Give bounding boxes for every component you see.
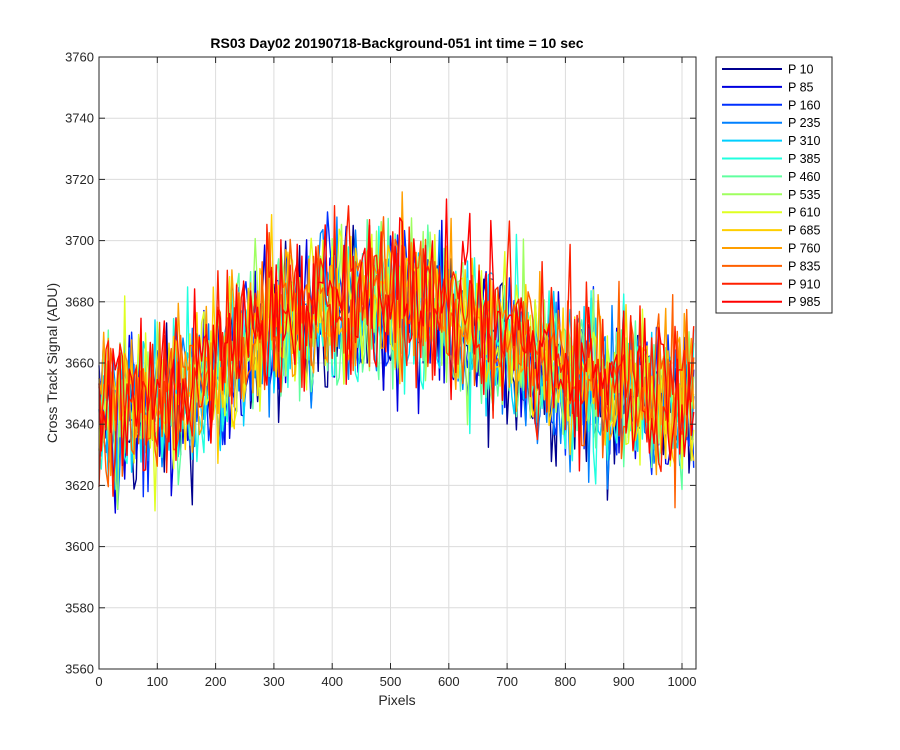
x-tick-label: 100 [146, 674, 168, 689]
y-tick-label: 3720 [65, 172, 94, 187]
y-tick-label: 3620 [65, 478, 94, 493]
x-tick-label: 900 [613, 674, 635, 689]
x-tick-label: 600 [438, 674, 460, 689]
x-tick-label: 500 [380, 674, 402, 689]
x-tick-label: 700 [496, 674, 518, 689]
legend-entry: P 610 [788, 206, 820, 220]
y-tick-label: 3580 [65, 600, 94, 615]
y-tick-label: 3600 [65, 539, 94, 554]
y-tick-label: 3660 [65, 356, 94, 371]
legend: P 10 P 85 P 160 P 235 P 310 P 385 P 460 P 535 P … [715, 56, 833, 314]
legend-entry: P 385 [788, 152, 820, 166]
legend-entry: P 685 [788, 224, 820, 238]
plot-area: 0 100 200 300 400 500 600 700 800 900 1000 3560 358… [65, 50, 697, 689]
legend-entry: P 835 [788, 259, 820, 273]
legend-entry: P 10 [788, 63, 814, 77]
x-tick-label: 400 [321, 674, 343, 689]
legend-entry: P 985 [788, 295, 820, 309]
y-axis-label: Cross Track Signal (ADU) [44, 283, 60, 443]
legend-entry: P 760 [788, 242, 820, 256]
y-tick-label: 3640 [65, 417, 94, 432]
y-tick-label: 3680 [65, 294, 94, 309]
chart-title: RS03 Day02 20190718-Background-051 int t… [210, 35, 583, 51]
legend-entry: P 535 [788, 188, 820, 202]
x-axis-ticks: 0 100 200 300 400 500 600 700 800 900 1000 [95, 57, 696, 689]
y-tick-label: 3760 [65, 50, 94, 65]
y-tick-label: 3700 [65, 233, 94, 248]
legend-entry: P 235 [788, 116, 820, 130]
series-lines [98, 191, 695, 514]
y-tick-label: 3740 [65, 111, 94, 126]
legend-entry: P 160 [788, 98, 820, 112]
x-tick-label: 1000 [668, 674, 697, 689]
x-tick-label: 800 [555, 674, 577, 689]
x-axis-label: Pixels [378, 692, 415, 708]
legend-entry: P 910 [788, 277, 820, 291]
legend-box [715, 56, 833, 314]
series-line [98, 198, 695, 472]
series-line [98, 205, 695, 497]
x-tick-label: 200 [205, 674, 227, 689]
y-tick-label: 3560 [65, 662, 94, 677]
y-axis-ticks: 3560 3580 3600 3620 3640 3660 3680 3700 3720 3740… [65, 50, 696, 677]
legend-items: P 10 P 85 P 160 P 235 P 310 P 385 P 460 P 535 P … [722, 63, 820, 309]
legend-entry: P 85 [788, 80, 814, 94]
x-tick-label: 300 [263, 674, 285, 689]
legend-entry: P 310 [788, 134, 820, 148]
x-tick-label: 0 [95, 674, 102, 689]
legend-entry: P 460 [788, 170, 820, 184]
